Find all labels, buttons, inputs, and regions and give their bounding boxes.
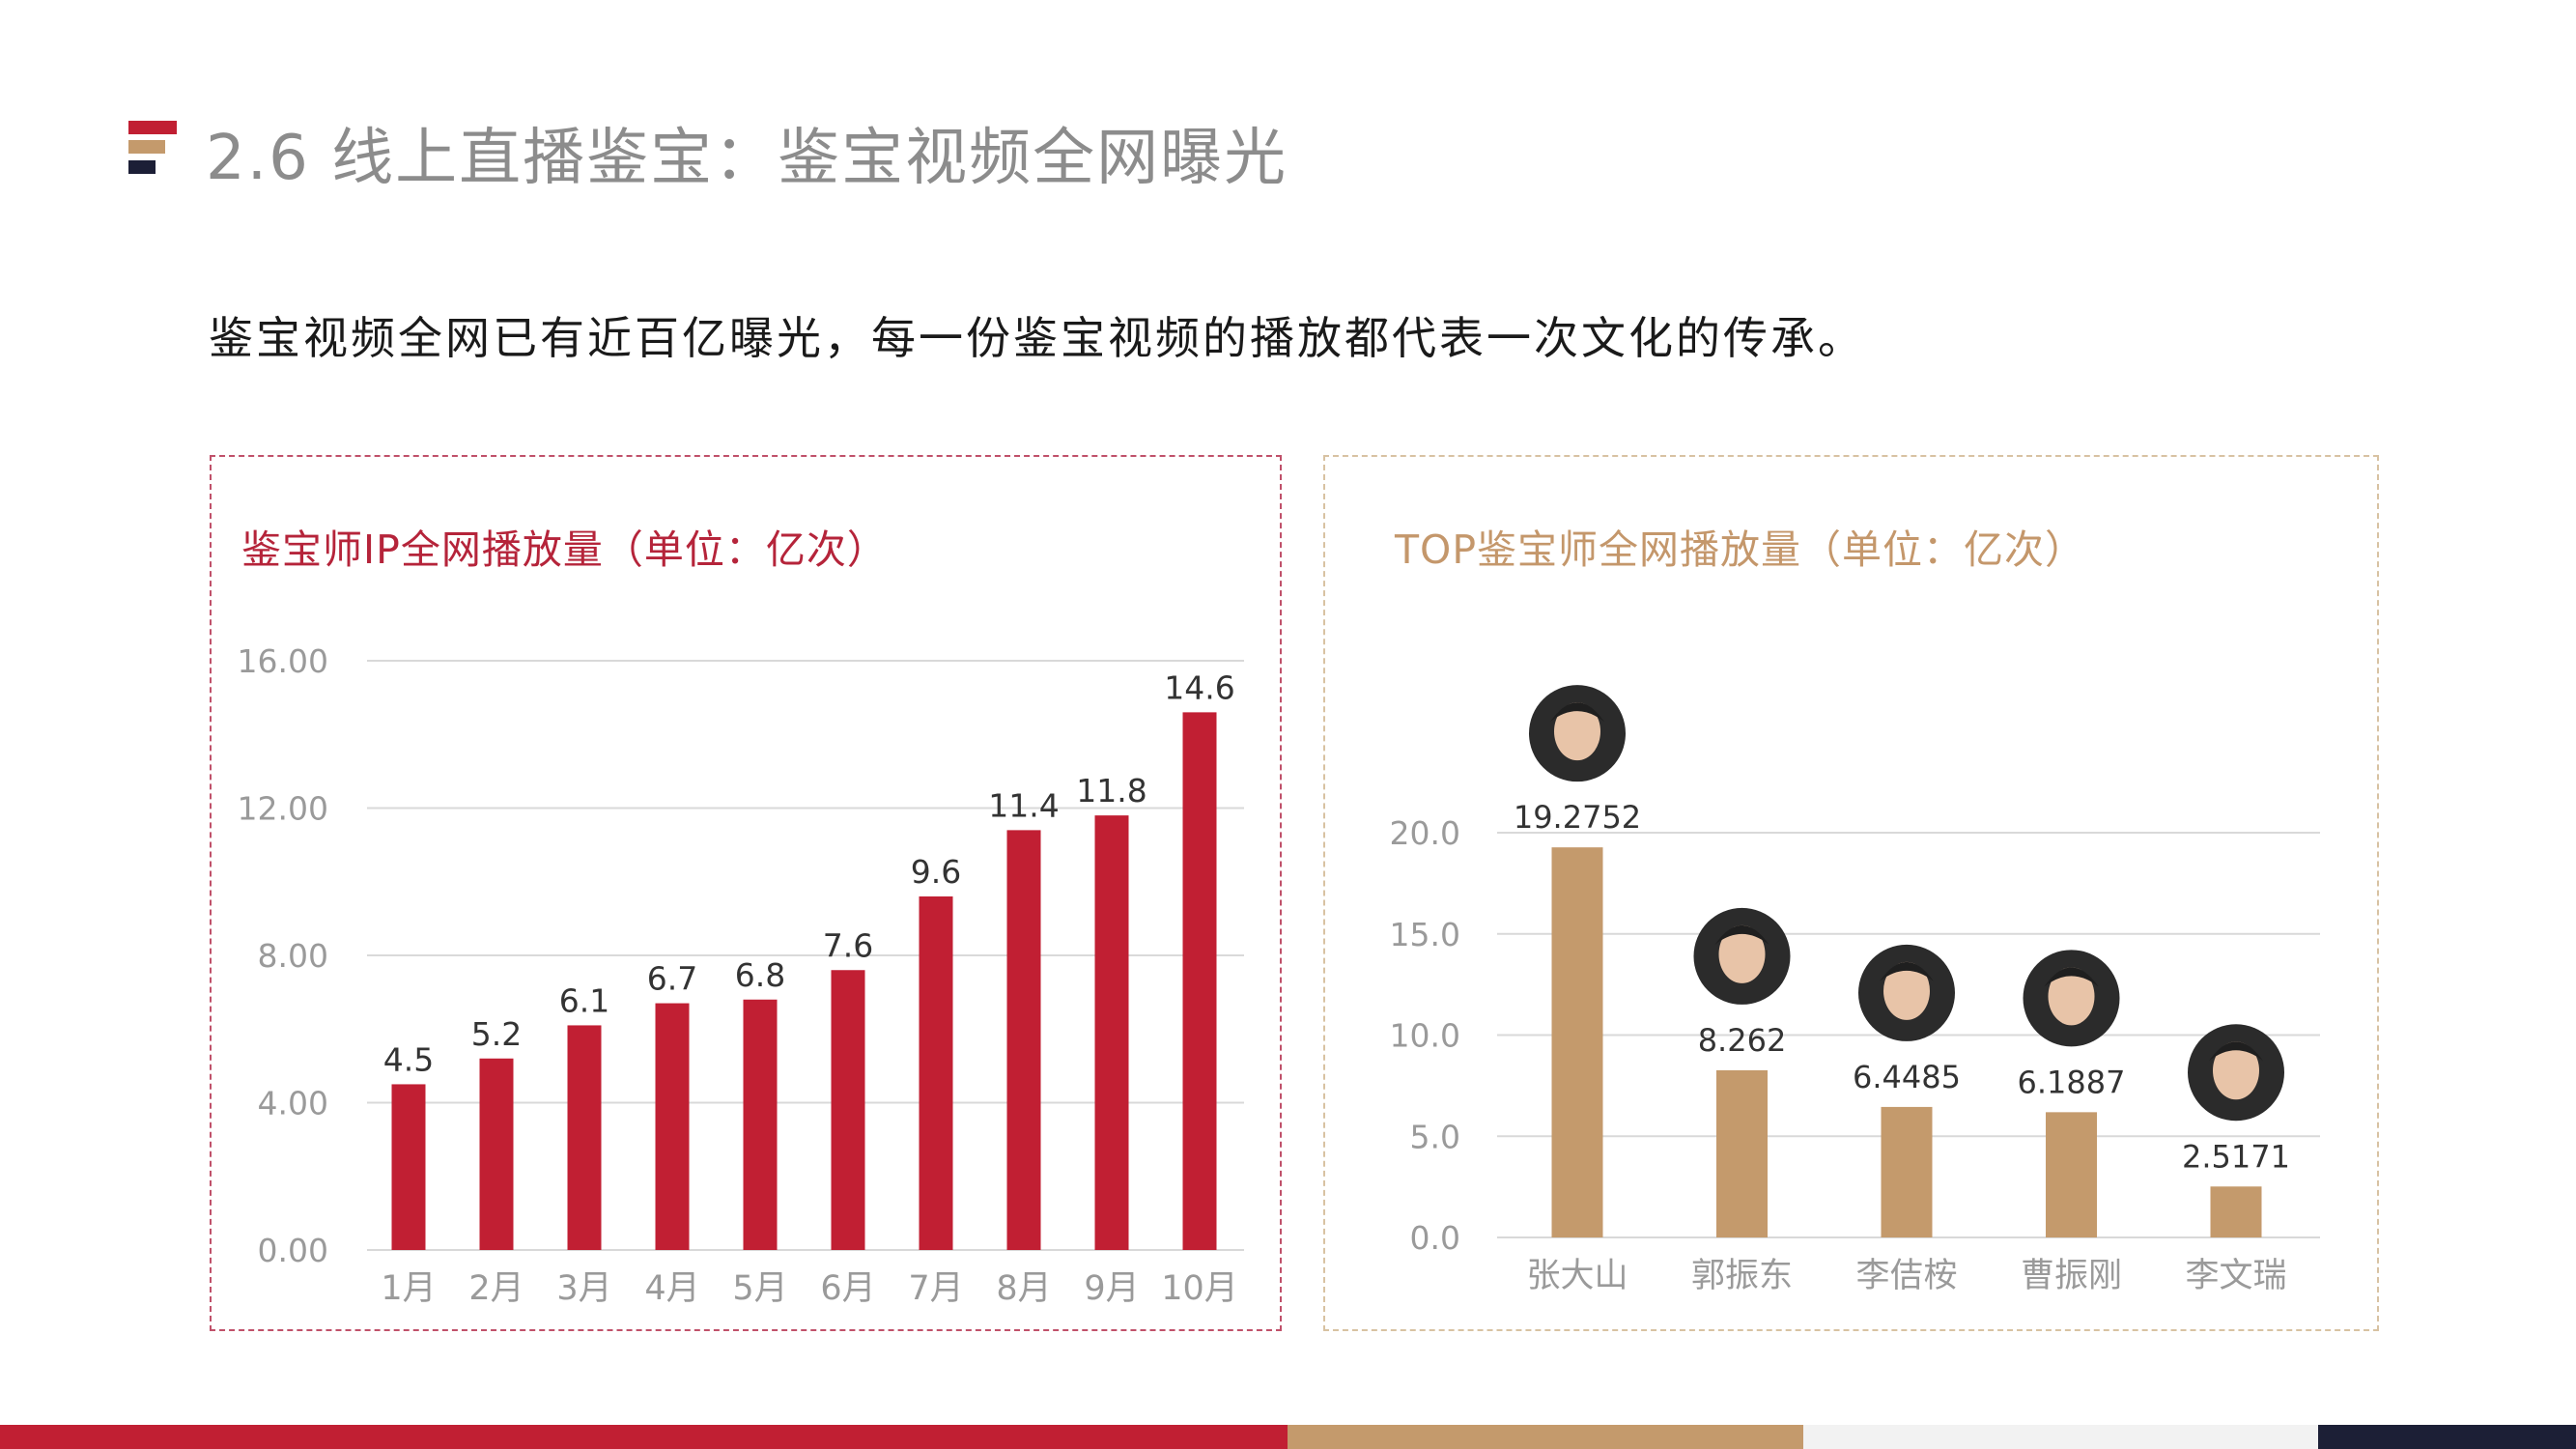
bar bbox=[1716, 1069, 1768, 1237]
x-tick-label: 6月 bbox=[820, 1269, 875, 1308]
x-tick-label: 3月 bbox=[556, 1269, 611, 1308]
y-tick-label: 4.00 bbox=[258, 1085, 328, 1122]
y-tick-label: 0.0 bbox=[1410, 1219, 1460, 1257]
data-label: 6.1 bbox=[559, 981, 609, 1019]
data-label: 6.4485 bbox=[1853, 1059, 1961, 1095]
x-tick-label: 8月 bbox=[996, 1269, 1051, 1308]
y-tick-label: 15.0 bbox=[1390, 916, 1460, 953]
x-tick-label: 10月 bbox=[1161, 1269, 1238, 1308]
data-label: 9.6 bbox=[911, 853, 961, 891]
brand-logo-icon bbox=[128, 121, 177, 176]
avatar-face bbox=[1883, 961, 1930, 1020]
monthly-chart-title: 鉴宝师IP全网播放量（单位：亿次） bbox=[241, 526, 888, 573]
bottom-bar-tan bbox=[1288, 1425, 1803, 1449]
x-tick-label: 郭振东 bbox=[1691, 1257, 1793, 1295]
data-label: 11.4 bbox=[988, 786, 1059, 824]
avatar-face bbox=[1718, 924, 1766, 983]
page-title: 2.6 线上直播鉴宝：鉴宝视频全网曝光 bbox=[206, 123, 1288, 194]
data-label: 6.1887 bbox=[2018, 1064, 2126, 1100]
bottom-bar-gray bbox=[1803, 1425, 2318, 1449]
avatar-hair bbox=[2044, 967, 2099, 987]
data-label: 7.6 bbox=[823, 926, 873, 964]
top-appraiser-chart-panel bbox=[1323, 455, 2379, 1331]
avatar-face bbox=[2048, 967, 2095, 1026]
data-label: 14.6 bbox=[1164, 668, 1234, 706]
data-label: 4.5 bbox=[383, 1040, 434, 1078]
y-tick-label: 16.00 bbox=[238, 642, 328, 680]
bar bbox=[2210, 1186, 2262, 1237]
bar bbox=[655, 1003, 690, 1250]
data-label: 19.2752 bbox=[1514, 799, 1641, 836]
bar bbox=[2046, 1112, 2097, 1237]
x-tick-label: 5月 bbox=[732, 1269, 787, 1308]
data-label: 2.5171 bbox=[2182, 1138, 2290, 1175]
x-tick-label: 李文瑞 bbox=[2185, 1257, 2286, 1295]
x-tick-label: 7月 bbox=[908, 1269, 963, 1308]
bar bbox=[743, 999, 778, 1250]
x-tick-label: 李佶桉 bbox=[1855, 1257, 1957, 1295]
y-tick-label: 20.0 bbox=[1390, 814, 1460, 852]
bar bbox=[919, 896, 953, 1250]
bar bbox=[567, 1025, 602, 1250]
y-tick-label: 5.0 bbox=[1410, 1118, 1460, 1155]
avatar-hair bbox=[1880, 961, 1934, 981]
bottom-bar-red bbox=[0, 1425, 1288, 1449]
page-subtitle: 鉴宝视频全网已有近百亿曝光，每一份鉴宝视频的播放都代表一次文化的传承。 bbox=[209, 312, 1865, 364]
x-tick-label: 9月 bbox=[1084, 1269, 1139, 1308]
bar bbox=[1881, 1106, 1933, 1237]
data-label: 11.8 bbox=[1076, 772, 1146, 810]
y-tick-label: 12.00 bbox=[238, 790, 328, 828]
bar bbox=[1094, 815, 1129, 1250]
x-tick-label: 张大山 bbox=[1526, 1257, 1628, 1295]
data-label: 8.262 bbox=[1698, 1022, 1787, 1059]
x-tick-label: 4月 bbox=[644, 1269, 699, 1308]
avatar-hair bbox=[2209, 1041, 2263, 1062]
y-tick-label: 8.00 bbox=[258, 937, 328, 975]
bar bbox=[479, 1058, 514, 1250]
avatar-face bbox=[2213, 1041, 2259, 1100]
avatar-face bbox=[1554, 702, 1600, 761]
top-appraiser-chart-title: TOP鉴宝师全网播放量（单位：亿次） bbox=[1395, 526, 2086, 573]
avatar-hair bbox=[1550, 702, 1604, 723]
bar bbox=[1006, 830, 1041, 1250]
avatar-hair bbox=[1714, 924, 1769, 945]
bottom-bar-navy bbox=[2318, 1425, 2576, 1449]
bar bbox=[1182, 712, 1217, 1250]
x-tick-label: 2月 bbox=[468, 1269, 524, 1308]
y-tick-label: 10.0 bbox=[1390, 1017, 1460, 1055]
data-label: 5.2 bbox=[471, 1015, 522, 1053]
x-tick-label: 1月 bbox=[381, 1269, 436, 1308]
bar bbox=[1551, 847, 1603, 1237]
monthly-chart-panel bbox=[210, 455, 1282, 1331]
bar bbox=[391, 1084, 426, 1250]
y-tick-label: 0.00 bbox=[258, 1232, 328, 1269]
bottom-color-bar bbox=[0, 1425, 2576, 1449]
x-tick-label: 曹振刚 bbox=[2021, 1257, 2122, 1295]
bar bbox=[831, 970, 865, 1250]
data-label: 6.7 bbox=[647, 960, 697, 998]
data-label: 6.8 bbox=[735, 956, 785, 994]
